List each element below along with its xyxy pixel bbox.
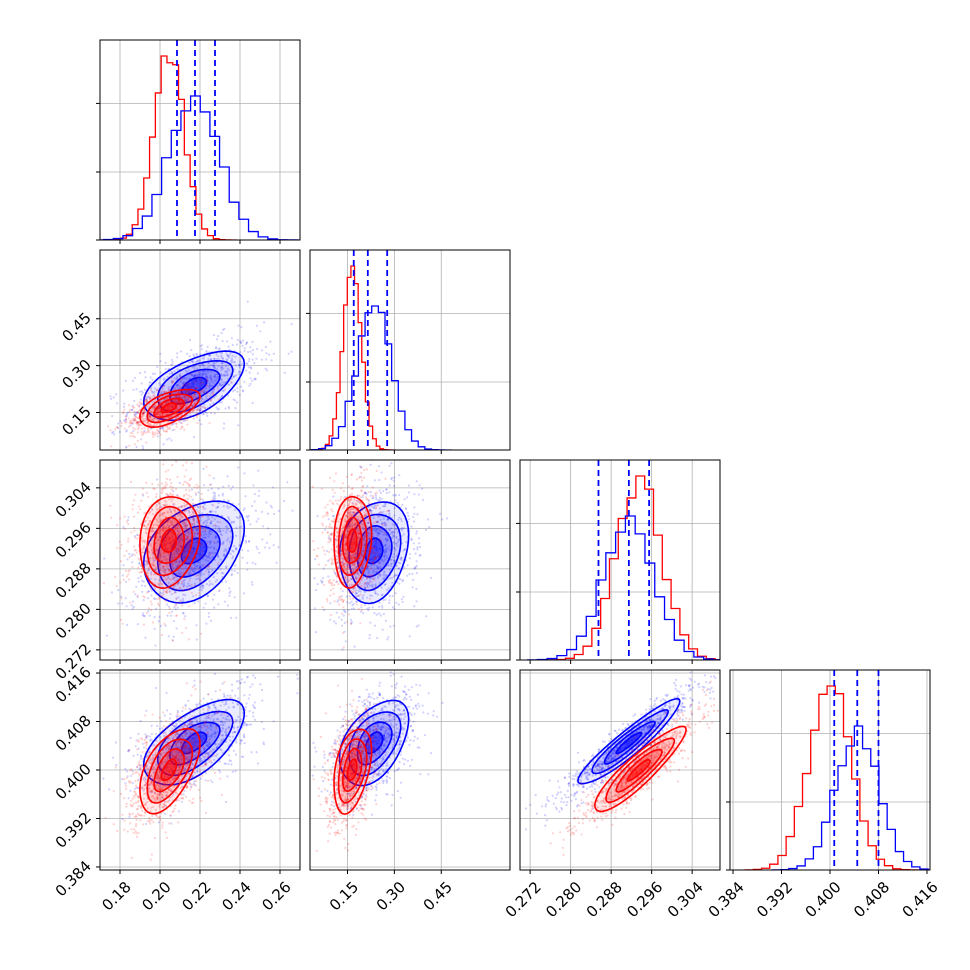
y-tick-label: 0.45: [58, 309, 94, 345]
contour-series-1-level-3: [160, 402, 178, 414]
histogram-step-series-0: [310, 305, 453, 450]
x-tick-label: 0.296: [623, 878, 666, 921]
panel-frame: [309, 249, 511, 451]
panel-frame: [519, 669, 721, 871]
panel-content: [100, 250, 300, 450]
histogram-step-series-1: [108, 55, 238, 240]
x-tick-label: 0.22: [178, 878, 214, 914]
panel-frame: [519, 459, 721, 661]
panel-content: [310, 670, 510, 870]
histogram-step-series-0: [771, 725, 930, 870]
scatter-panel-2-1: [309, 459, 511, 664]
histogram-panel-1: [306, 249, 511, 454]
x-tick-label: 0.416: [899, 878, 942, 921]
x-tick-label: 0.20: [138, 878, 174, 914]
scatter-points-series-1: [105, 371, 233, 450]
x-tick-label: 0.280: [542, 878, 585, 921]
contour-series-1-level-3: [160, 758, 178, 782]
panel-frame: [309, 669, 511, 871]
histogram-step-series-0: [100, 95, 300, 240]
x-tick-label: 0.272: [502, 878, 545, 921]
scatter-panel-3-0: 0.18 0.20 0.22 0.24 0.26 0.384 0.392 0.400 0.408…: [52, 663, 301, 914]
x-tick-label: 0.288: [583, 878, 626, 921]
y-tick-label: 0.304: [52, 478, 95, 521]
scatter-points-series-1: [104, 680, 235, 861]
x-tick-label: 0.18: [98, 878, 134, 914]
y-tick-label: 0.392: [52, 809, 95, 852]
histogram-step-series-0: [526, 515, 720, 660]
histogram-step-series-1: [744, 685, 927, 870]
x-tick-label: 0.15: [326, 878, 362, 914]
panel-content: [520, 460, 720, 660]
histogram-panel-0: [96, 39, 301, 244]
x-tick-label: 0.400: [802, 878, 845, 921]
histogram-panel-2: [516, 459, 721, 664]
y-tick-label: 0.296: [52, 518, 95, 561]
scatter-panel-3-1: 0.15 0.30 0.45: [309, 669, 511, 914]
x-tick-label: 0.304: [664, 878, 707, 921]
panel-content: [310, 460, 510, 660]
contour-series-1-level-3: [346, 758, 358, 781]
contour-series-1-level-3: [626, 758, 651, 782]
histogram-step-series-1: [547, 475, 720, 660]
y-tick-label: 0.384: [52, 857, 95, 900]
x-tick-label: 0.24: [218, 878, 254, 914]
scatter-panel-1-0: 0.15 0.30 0.45: [58, 249, 301, 454]
x-tick-label: 0.45: [420, 878, 456, 914]
panel-content: [520, 670, 720, 870]
x-tick-label: 0.408: [850, 878, 893, 921]
histogram-panel-3: 0.384 0.392 0.400 0.408 0.416: [705, 669, 942, 921]
panel-content: [100, 670, 300, 870]
panel-content: [310, 250, 510, 450]
panel-frame: [309, 459, 511, 661]
panel-content: [100, 40, 300, 240]
y-tick-label: 0.288: [52, 559, 95, 602]
contour-series-1-level-3: [346, 528, 358, 553]
contour-series-1-level-3: [160, 528, 178, 553]
x-tick-label: 0.26: [258, 878, 294, 914]
x-tick-label: 0.392: [753, 878, 796, 921]
y-tick-label: 0.15: [58, 403, 94, 439]
panel-content: [100, 460, 300, 660]
y-tick-label: 0.400: [52, 760, 95, 803]
y-tick-label: 0.280: [52, 599, 95, 642]
y-tick-label: 0.30: [58, 356, 94, 392]
x-tick-label: 0.30: [373, 878, 409, 914]
contour-series-0-level-3: [615, 731, 643, 755]
panel-content: [730, 670, 930, 870]
x-tick-label: 0.384: [705, 878, 748, 921]
y-tick-label: 0.408: [52, 712, 95, 755]
